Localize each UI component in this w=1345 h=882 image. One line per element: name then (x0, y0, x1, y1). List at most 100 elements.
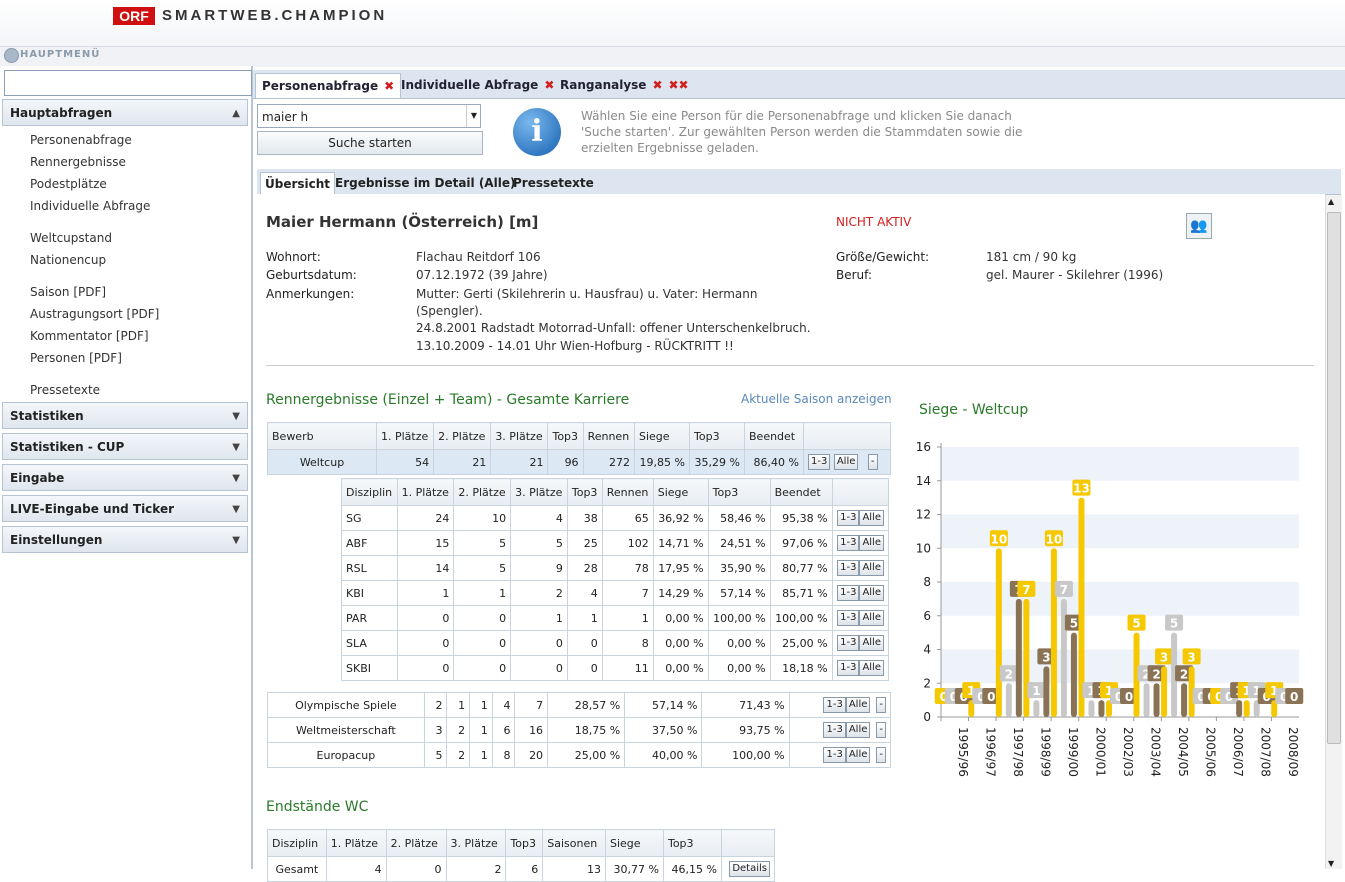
accordion-hauptabfragen[interactable]: Hauptabfragen ▲ (2, 99, 248, 126)
close-icon[interactable]: ✖ (384, 79, 395, 93)
all-button[interactable]: Alle (845, 722, 871, 738)
table-row[interactable]: Weltmeisterschaft 3 2 1 6 16 18,75 % 37,50 % 93,… (267, 717, 892, 743)
table-row[interactable]: Europacup 5 2 1 8 20 25,00 % 40,00 % 100,00 % 1-3… (267, 742, 892, 768)
all-button[interactable]: Alle (859, 635, 884, 651)
data-label: 1 (967, 684, 975, 698)
all-button[interactable]: Alle (845, 697, 871, 713)
person-search-combobox[interactable] (257, 104, 481, 128)
chart-bar (1236, 700, 1243, 717)
cell-actions: 1-3 Alle - (788, 742, 892, 768)
accordion-einstellungen[interactable]: Einstellungen ▼ (2, 526, 248, 553)
sidebar-item-saison-pdf[interactable]: Saison [PDF] (30, 285, 107, 299)
current-season-link[interactable]: Aktuelle Saison anzeigen (741, 392, 892, 406)
all-button[interactable]: Alle (859, 535, 884, 551)
sidebar-item-personen-pdf[interactable]: Personen [PDF] (30, 351, 122, 365)
value-groesse-gewicht: 181 cm / 90 kg (986, 250, 1077, 264)
sidebar-item-austragungsort-pdf[interactable]: Austragungsort [PDF] (30, 307, 160, 321)
top3-button[interactable]: 1-3 (823, 722, 846, 738)
table-row[interactable]: SKBI 0 0 0 0 11 0,00 % 0,00 % 18,18 % 1-3 Alle (341, 655, 890, 681)
chart-bar (1106, 700, 1112, 717)
person-search-value[interactable]: maier h (262, 110, 309, 124)
subtab-ergebnisse-detail[interactable]: Ergebnisse im Detail (Alle) (335, 176, 516, 190)
top3-button[interactable]: 1-3 (837, 610, 860, 626)
top3-button[interactable]: 1-3 (837, 535, 860, 551)
top3-button[interactable]: 1-3 (837, 585, 860, 601)
table-row[interactable]: ABF 15 5 5 25 102 14,71 % 24,51 % 97,06 % 1-3 Alle (341, 530, 890, 556)
sidebar-item-rennergebnisse[interactable]: Rennergebnisse (30, 155, 126, 169)
top3-button[interactable]: 1-3 (808, 454, 831, 470)
cell: 78 (601, 555, 654, 581)
close-icon[interactable]: ✖ (544, 78, 555, 92)
sidebar-item-personenabfrage[interactable]: Personenabfrage (30, 133, 132, 147)
chart-bar (1015, 598, 1022, 717)
sidebar-item-individuelle-abfrage[interactable]: Individuelle Abfrage (30, 199, 151, 213)
all-button[interactable]: Alle (859, 585, 884, 601)
group-people-icon[interactable]: 👥 (1186, 213, 1212, 239)
cell: Gesamt (267, 856, 327, 882)
table-row-weltcup[interactable]: Weltcup 54 21 21 96 272 19,85 % 35,29 % … (267, 449, 891, 475)
col-header-actions (831, 478, 890, 506)
cell: 0 (396, 655, 455, 681)
dropdown-arrow-icon[interactable]: ▼ (466, 105, 481, 127)
cell: 38 (566, 505, 603, 531)
tab-individuelle-abfrage[interactable]: Individuelle Abfrage ✖ (395, 73, 560, 98)
tab-personenabfrage[interactable]: Personenabfrage ✖ (255, 73, 402, 98)
data-label-box (1147, 665, 1166, 682)
all-button[interactable]: Alle (833, 454, 859, 470)
sidebar-item-podestplaetze[interactable]: Podestplätze (30, 177, 107, 191)
all-button[interactable]: Alle (859, 660, 884, 676)
accordion-live-eingabe[interactable]: LIVE-Eingabe und Ticker ▼ (2, 495, 248, 522)
data-label: 0 (1197, 690, 1205, 704)
top3-button[interactable]: 1-3 (837, 510, 860, 526)
scroll-down-icon[interactable]: ▼ (1328, 859, 1335, 868)
top3-button[interactable]: 1-3 (823, 747, 846, 763)
chart-bar (1023, 598, 1030, 717)
table-row[interactable]: PAR 0 0 1 1 1 0,00 % 100,00 % 100,00 % 1-3 Alle (341, 605, 890, 631)
sidebar-item-nationencup[interactable]: Nationencup (30, 253, 107, 267)
all-button[interactable]: Alle (859, 560, 884, 576)
collapse-button[interactable]: - (876, 722, 886, 738)
sidebar-item-kommentator-pdf[interactable]: Kommentator [PDF] (30, 329, 149, 343)
collapse-button[interactable]: - (876, 697, 886, 713)
accordion-eingabe[interactable]: Eingabe ▼ (2, 464, 248, 491)
accordion-statistiken-cup[interactable]: Statistiken - CUP ▼ (2, 433, 248, 460)
cell: 13 (542, 856, 606, 882)
table-row[interactable]: Olympische Spiele 2 1 1 4 7 28,57 % 57,14 % 71,4… (267, 692, 892, 718)
close-all-icon[interactable]: ✖✖ (668, 78, 689, 92)
sidebar-search-input[interactable] (4, 70, 252, 96)
x-tick-label: 1998/99 (1038, 727, 1052, 777)
subtab-pressetexte[interactable]: Pressetexte (513, 176, 594, 190)
collapse-button[interactable]: - (867, 454, 878, 470)
table-row[interactable]: Gesamt 4 0 2 6 13 30,77 % 46,15 % Detail… (267, 856, 775, 882)
top3-button[interactable]: 1-3 (823, 697, 846, 713)
chart-bar (1078, 497, 1085, 717)
menu-circle-icon[interactable] (4, 48, 19, 63)
all-button[interactable]: Alle (859, 510, 884, 526)
collapse-button[interactable]: - (876, 747, 886, 763)
accordion-statistiken[interactable]: Statistiken ▼ (2, 402, 248, 429)
table-row[interactable]: RSL 14 5 9 28 78 17,95 % 35,90 % 80,77 % 1-3 Alle (341, 555, 890, 581)
close-icon[interactable]: ✖ (652, 78, 663, 92)
details-button[interactable]: Details (729, 861, 770, 877)
subtab-uebersicht[interactable]: Übersicht (260, 172, 336, 194)
sidebar-item-weltcupstand[interactable]: Weltcupstand (30, 231, 112, 245)
scroll-up-icon[interactable]: ▲ (1328, 197, 1335, 206)
chart-bar (995, 548, 1002, 717)
all-button[interactable]: Alle (859, 610, 884, 626)
y-tick-label: 2 (923, 676, 931, 690)
table-row[interactable]: SLA 0 0 0 0 8 0,00 % 0,00 % 25,00 % 1-3 Alle (341, 630, 890, 656)
cell: Weltmeisterschaft (267, 717, 425, 743)
table-row[interactable]: SG 24 10 4 38 65 36,92 % 58,46 % 95,38 % 1-3 Alle (341, 505, 890, 531)
scrollbar-thumb[interactable] (1327, 212, 1341, 744)
table-row[interactable]: KBI 1 1 2 4 7 14,29 % 57,14 % 85,71 % 1-3 Alle (341, 580, 890, 606)
y-tick-label: 4 (923, 643, 931, 657)
sidebar-item-pressetexte[interactable]: Pressetexte (30, 383, 101, 397)
top3-button[interactable]: 1-3 (837, 660, 860, 676)
search-start-button[interactable]: Suche starten (257, 131, 483, 155)
top3-button[interactable]: 1-3 (837, 635, 860, 651)
top3-button[interactable]: 1-3 (837, 560, 860, 576)
main-menu-label[interactable]: HAUPTMENÜ (20, 49, 101, 60)
tab-ranganalyse[interactable]: Ranganalyse ✖ ✖✖ (554, 73, 695, 98)
all-button[interactable]: Alle (845, 747, 871, 763)
tab-label: Individuelle Abfrage (401, 78, 539, 92)
